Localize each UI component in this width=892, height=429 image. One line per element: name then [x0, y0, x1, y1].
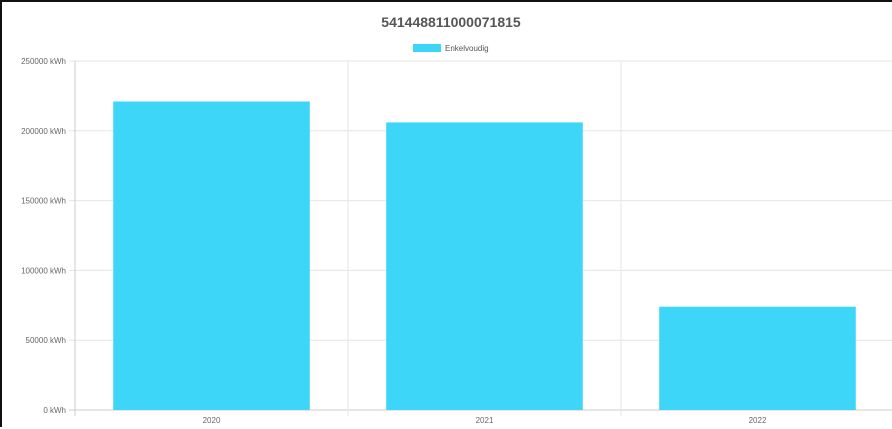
bar-2022[interactable] — [659, 306, 856, 410]
y-tick-label: 250000 kWh — [21, 57, 66, 66]
y-tick-label: 150000 kWh — [21, 197, 66, 206]
y-tick-label: 100000 kWh — [21, 266, 66, 275]
bars — [113, 101, 856, 410]
legend-label: Enkelvoudig — [445, 44, 489, 53]
legend[interactable]: Enkelvoudig — [413, 44, 489, 53]
x-axis-ticks: 2020 2021 2022 — [203, 416, 767, 425]
bar-2021[interactable] — [386, 122, 583, 410]
y-tick-label: 50000 kWh — [26, 336, 66, 345]
bar-2020[interactable] — [113, 101, 310, 410]
chart-title: 541448811000071815 — [381, 14, 521, 30]
y-axis-ticks: 0 kWh 50000 kWh 100000 kWh 150000 kWh 200000… — [21, 57, 66, 415]
x-tick-label: 2022 — [749, 416, 767, 425]
x-tick-label: 2020 — [203, 416, 221, 425]
y-tick-label: 0 kWh — [43, 406, 66, 415]
legend-swatch — [413, 44, 441, 52]
x-tick-label: 2021 — [476, 416, 494, 425]
y-tick-label: 200000 kWh — [21, 127, 66, 136]
